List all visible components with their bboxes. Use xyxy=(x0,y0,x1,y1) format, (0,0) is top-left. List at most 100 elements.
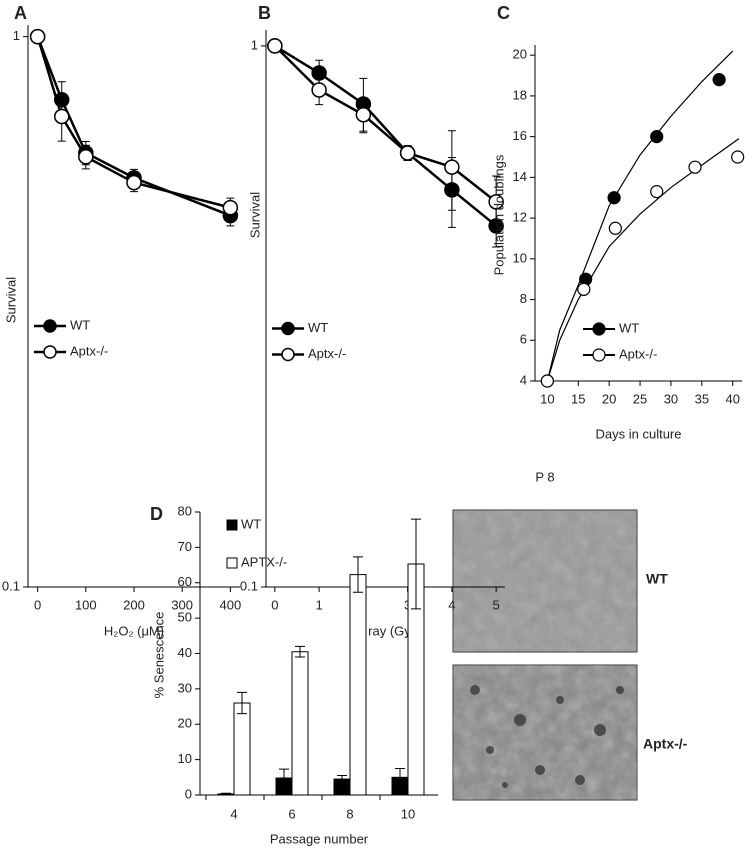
micrograph-aptx xyxy=(452,664,638,801)
x-tick-label: 1 xyxy=(315,597,322,612)
point xyxy=(650,130,664,144)
trend-line xyxy=(546,138,740,382)
point xyxy=(712,73,726,87)
point xyxy=(488,194,504,210)
micrograph-label: WT xyxy=(646,571,668,587)
legend-label: Aptx-/- xyxy=(308,346,346,361)
point xyxy=(267,38,283,54)
point xyxy=(607,191,621,205)
y-tick-label: 0.1 xyxy=(240,578,258,593)
x-tick-label: 4 xyxy=(230,806,237,821)
legend-marker xyxy=(281,347,295,362)
y-tick-label: 0.1 xyxy=(2,578,20,593)
series-line xyxy=(273,45,497,203)
y-tick-label: 12 xyxy=(513,210,527,225)
x-tick-label: 15 xyxy=(571,391,585,406)
point xyxy=(577,282,591,296)
x-tick-label: 10 xyxy=(401,806,415,821)
point xyxy=(53,108,70,125)
legend-label: WT xyxy=(619,320,639,335)
error-bar xyxy=(237,691,247,715)
legend-label: APTX-/- xyxy=(241,554,287,569)
error-bar xyxy=(353,556,363,593)
legend-marker xyxy=(592,322,606,336)
x-tick-label: 10 xyxy=(540,391,554,406)
point xyxy=(444,159,460,175)
y-axis-label: % Senescence xyxy=(151,612,166,699)
y-tick-label: 20 xyxy=(178,716,192,731)
panel-label: D xyxy=(150,504,163,524)
x-tick-label: 4 xyxy=(448,597,455,612)
bar xyxy=(349,574,367,796)
x-axis-label: Days in culture xyxy=(596,426,682,441)
y-tick-label: 6 xyxy=(520,332,527,347)
y-tick-label: 40 xyxy=(178,645,192,660)
legend-marker xyxy=(592,348,606,362)
y-tick-label: 60 xyxy=(178,574,192,589)
x-tick-label: 5 xyxy=(493,597,500,612)
error-bar xyxy=(411,518,421,610)
error-bar xyxy=(337,775,347,784)
x-tick-label: 300 xyxy=(171,597,193,612)
y-tick-label: 30 xyxy=(178,680,192,695)
bar xyxy=(291,651,309,796)
panel-label: B xyxy=(258,3,271,23)
micrograph-label: Aptx-/- xyxy=(643,736,688,752)
y-tick-label: 0 xyxy=(185,786,192,801)
y-tick-label: 10 xyxy=(513,250,527,265)
trend-line xyxy=(546,50,734,382)
point xyxy=(222,199,239,216)
point xyxy=(399,145,416,161)
legend-label: WT xyxy=(70,317,90,332)
legend-marker xyxy=(226,557,238,569)
point xyxy=(444,182,460,198)
legend-marker xyxy=(281,321,295,336)
y-tick-label: 50 xyxy=(178,610,192,625)
point xyxy=(540,374,554,388)
x-tick-label: 30 xyxy=(664,391,678,406)
point xyxy=(688,160,702,174)
x-tick-label: 0 xyxy=(271,597,278,612)
x-tick-label: 20 xyxy=(602,391,616,406)
x-tick-label: 25 xyxy=(633,391,647,406)
series-line xyxy=(274,44,497,227)
x-axis-label: Passage number xyxy=(270,831,369,846)
y-tick-label: 1 xyxy=(13,28,20,43)
y-tick-label: 1 xyxy=(251,37,258,52)
x-tick-label: 400 xyxy=(220,597,242,612)
legend-marker xyxy=(43,319,57,333)
point xyxy=(650,185,664,199)
y-tick-label: 4 xyxy=(520,372,527,387)
legend-label: Aptx-/- xyxy=(619,346,657,361)
micrograph-title: P 8 xyxy=(535,469,554,484)
point xyxy=(355,107,372,123)
error-bar xyxy=(295,645,305,658)
point xyxy=(488,218,504,234)
point xyxy=(311,65,327,81)
point xyxy=(608,221,622,235)
y-axis-label: Population doublings xyxy=(491,154,506,275)
panel-label: C xyxy=(497,3,510,23)
micrograph-wt xyxy=(452,509,638,653)
x-tick-label: 8 xyxy=(346,806,353,821)
y-tick-label: 20 xyxy=(513,47,527,62)
x-tick-label: 6 xyxy=(288,806,295,821)
legend-marker xyxy=(226,519,238,531)
x-tick-label: 200 xyxy=(123,597,145,612)
error-bar xyxy=(395,767,405,787)
y-tick-label: 16 xyxy=(513,128,527,143)
legend-label: WT xyxy=(241,516,261,531)
y-tick-label: 18 xyxy=(513,87,527,102)
point xyxy=(29,28,46,45)
y-tick-label: 8 xyxy=(520,291,527,306)
x-tick-label: 35 xyxy=(695,391,709,406)
bar xyxy=(233,702,251,796)
y-axis-label: Survival xyxy=(3,277,18,323)
point xyxy=(311,82,327,98)
point xyxy=(731,150,745,164)
legend-label: Aptx-/- xyxy=(70,343,108,358)
y-tick-label: 10 xyxy=(178,751,192,766)
point xyxy=(78,149,94,165)
y-axis-label: Survival xyxy=(247,192,262,238)
